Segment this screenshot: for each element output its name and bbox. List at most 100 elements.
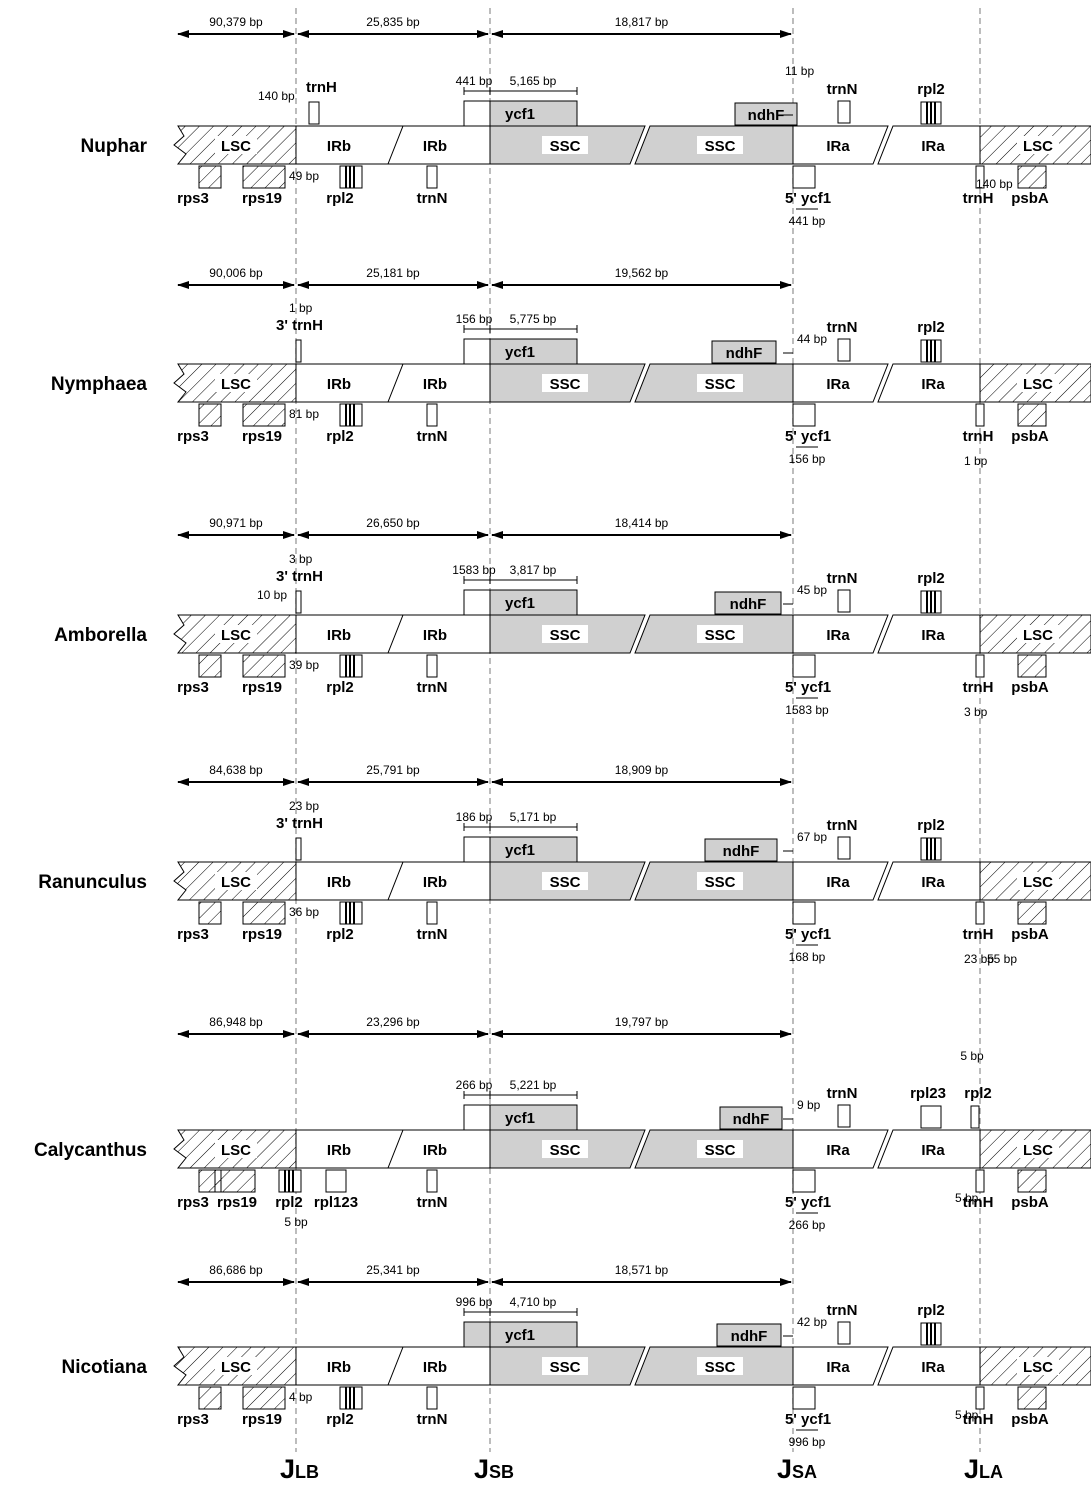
irb-label: IRb: [423, 874, 447, 891]
rpl2-lsc-bp-label: 5 bp: [284, 1215, 308, 1229]
ycf1-label: ycf1: [505, 344, 535, 361]
ycf1-5prime-bp-label: 266 bp: [789, 1218, 826, 1232]
ycf1-gene: [489, 100, 578, 127]
ira-label: IRa: [826, 1142, 850, 1159]
lsc-length-label: 90,379 bp: [209, 15, 263, 29]
lsc-label: LSC: [1023, 376, 1053, 393]
rps3-gene: [198, 654, 222, 678]
species-row-nicotiana: 86,686 bp 25,341 bp 18,571 bp Nicotiana LSC I…: [61, 1263, 1091, 1449]
ira-label: IRa: [826, 138, 850, 155]
lsc-label: LSC: [1023, 874, 1053, 891]
rpl2-lsc-gene: [278, 1169, 302, 1193]
lsc-label: LSC: [1023, 1142, 1053, 1159]
trnh-lsc-label: trnH: [963, 679, 994, 696]
ycf1-ssc-bp-label: 3,817 bp: [510, 563, 557, 577]
psba-label: psbA: [1011, 926, 1049, 943]
trnh-lsc-label: trnH: [963, 190, 994, 207]
ndhf-distance-label: 45 bp: [797, 583, 827, 597]
irb-label: IRb: [423, 1142, 447, 1159]
ycf1-irb-bp-label: 1583 bp: [452, 563, 496, 577]
trnh-lsc-label: trnH: [963, 1411, 994, 1428]
trnn-irb-gene: [426, 165, 438, 189]
psba-gene: [1017, 1386, 1047, 1410]
psba-gene: [1017, 165, 1047, 189]
rps3-gene: [198, 403, 222, 427]
rpl2-ira-label: rpl2: [917, 319, 945, 336]
ira-label: IRa: [921, 627, 945, 644]
trnn-ira-label: trnN: [827, 1085, 858, 1102]
ycf1-ssc-bp-label: 5,221 bp: [510, 1078, 557, 1092]
trnh-irb-label: 3' trnH: [276, 568, 323, 585]
irb-label: IRb: [327, 627, 351, 644]
ycf1-gene: [489, 1104, 578, 1131]
ira-segment-1: [792, 1129, 889, 1169]
psba-label: psbA: [1011, 1411, 1049, 1428]
ssc-label: SSC: [705, 1142, 736, 1159]
ycf1-5prime-label: 5' ycf1: [785, 428, 831, 445]
rpl2-ira-label: rpl2: [917, 570, 945, 587]
rpl2-ira-label: rpl2: [917, 81, 945, 98]
ycf1-ssc-bp-label: 5,775 bp: [510, 312, 557, 326]
rps19-bp-label: 4 bp: [289, 1390, 313, 1404]
rps19-label: rps19: [242, 428, 282, 445]
trnn-irb-gene: [426, 1386, 438, 1410]
species-row-calycanthus: 86,948 bp 23,296 bp 19,797 bp Calycanthus LS…: [34, 1015, 1091, 1232]
rpl2-ira-gene: [920, 590, 942, 614]
ssc-label: SSC: [550, 1142, 581, 1159]
ycf1-5prime-label: 5' ycf1: [785, 1411, 831, 1428]
lsc-label: LSC: [221, 376, 251, 393]
lsc-length-label: 86,948 bp: [209, 1015, 263, 1029]
junction-label-jsa: JSA: [777, 1454, 817, 1484]
species-row-amborella: 90,971 bp 26,650 bp 18,414 bp Amborella LSC I…: [54, 516, 1091, 719]
ssc-label: SSC: [550, 627, 581, 644]
trnh-lsc-label: trnH: [963, 1194, 994, 1211]
rpl2-irb-label: rpl2: [326, 190, 354, 207]
ira-label: IRa: [826, 627, 850, 644]
lsc-label: LSC: [1023, 138, 1053, 155]
ycf1-5prime-label: 5' ycf1: [785, 1194, 831, 1211]
psba-label: psbA: [1011, 190, 1049, 207]
ycf1-ssc-bp-label: 5,171 bp: [510, 810, 557, 824]
rpl2-ira-gene: [920, 101, 942, 125]
trnh-irb-gene: [295, 339, 302, 363]
ycf1-5prime-bp-label: 168 bp: [789, 950, 826, 964]
psba-gene: [1017, 403, 1047, 427]
ira-label: IRa: [826, 1359, 850, 1376]
trnh-lsc-gene: [975, 403, 985, 427]
trnn-irb-label: trnN: [417, 428, 448, 445]
rpl123-label: rpl123: [314, 1194, 358, 1211]
irb-label: IRb: [327, 1142, 351, 1159]
rpl2-lsc-label: rpl2: [275, 1194, 303, 1211]
lsc-length-label: 86,686 bp: [209, 1263, 263, 1277]
rpl2-irb-gene: [339, 901, 363, 925]
trnn-irb-gene: [426, 901, 438, 925]
ira-segment-1: [792, 861, 889, 901]
ycf1-gene: [489, 1321, 578, 1348]
ssc-label: SSC: [705, 1359, 736, 1376]
rpl2-ira-label: rpl2: [964, 1085, 992, 1102]
rps3-label: rps3: [177, 428, 209, 445]
rps3-label: rps3: [177, 926, 209, 943]
ycf1-5prime-bp-label: 156 bp: [789, 452, 826, 466]
trnh-lsc-gene: [975, 1169, 985, 1193]
rps19-gene: [214, 1169, 256, 1193]
ycf1-5prime-gene: [792, 1386, 816, 1410]
ycf1-gene-irb-part: [463, 338, 491, 365]
ndhf-gene: [704, 838, 778, 862]
trnh-irb-gene: [308, 101, 320, 125]
rpl2-irb-label: rpl2: [326, 1411, 354, 1428]
lsc-label: LSC: [1023, 627, 1053, 644]
trnn-ira-label: trnN: [827, 81, 858, 98]
irb-label: IRb: [327, 376, 351, 393]
trnn-irb-label: trnN: [417, 1411, 448, 1428]
ycf1-gene: [489, 836, 578, 863]
trnh-lsc-label: trnH: [963, 428, 994, 445]
trnh-irb-bp-label: 3 bp: [289, 552, 313, 566]
trnn-irb-label: trnN: [417, 679, 448, 696]
ira-label: IRa: [921, 138, 945, 155]
trnh-lsc-bp-label: 23 bp: [964, 952, 994, 966]
rps3-label: rps3: [177, 679, 209, 696]
ndhf-distance-label: 9 bp: [797, 1098, 821, 1112]
species-name: Calycanthus: [34, 1140, 147, 1161]
trnh-irb-bp-label: 1 bp: [289, 301, 313, 315]
